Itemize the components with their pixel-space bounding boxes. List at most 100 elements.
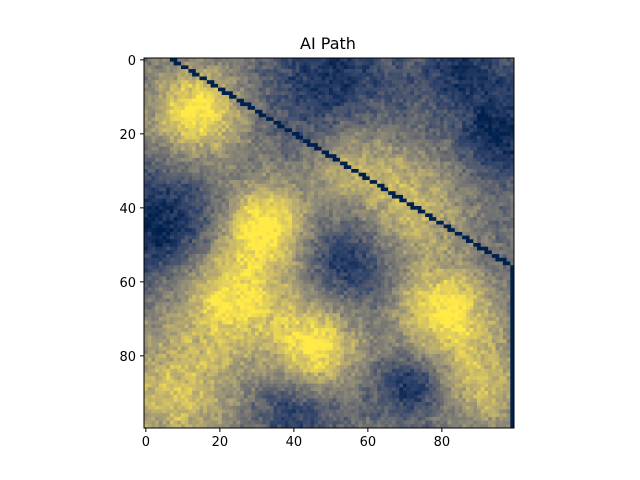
heatmap-cell (362, 58, 367, 62)
heatmap-cell (358, 224, 363, 229)
heatmap-cell (229, 228, 234, 233)
heatmap-cell (480, 128, 485, 133)
heatmap-cell (417, 95, 422, 99)
heatmap-cell (280, 157, 285, 162)
heatmap-cell (266, 102, 271, 107)
heatmap-cell (247, 69, 252, 74)
heatmap-cell (162, 187, 167, 192)
heatmap-cell (321, 139, 326, 144)
heatmap-cell (425, 231, 430, 236)
heatmap-cell (236, 132, 241, 136)
heatmap-cell (410, 95, 415, 99)
heatmap-cell (151, 69, 156, 74)
heatmap-cell (340, 172, 345, 177)
heatmap-cell (502, 109, 507, 114)
heatmap-cell (399, 239, 404, 244)
heatmap-cell (236, 124, 241, 129)
heatmap-cell (362, 206, 367, 210)
heatmap-cell (495, 117, 500, 122)
heatmap-cell (336, 80, 341, 85)
heatmap-cell (277, 106, 282, 111)
heatmap-cell (358, 194, 363, 199)
heatmap-cell (321, 224, 326, 229)
heatmap-cell (428, 65, 433, 70)
heatmap-cell (388, 124, 393, 129)
heatmap-cell (347, 58, 352, 62)
heatmap-cell (347, 83, 352, 88)
heatmap-cell (410, 139, 415, 144)
heatmap-cell (306, 113, 311, 118)
heatmap-cell (506, 161, 511, 166)
heatmap-cell (173, 176, 178, 181)
heatmap-cell (266, 206, 271, 210)
heatmap-cell (277, 102, 282, 107)
heatmap-cell (380, 172, 385, 177)
heatmap-cell (280, 83, 285, 88)
heatmap-cell (288, 95, 293, 99)
heatmap-cell (188, 91, 193, 96)
heatmap-cell (491, 198, 496, 203)
heatmap-cell (218, 98, 222, 103)
heatmap-cell (454, 209, 459, 214)
heatmap-cell (443, 235, 448, 240)
heatmap-cell (166, 72, 171, 77)
heatmap-cell (288, 80, 293, 85)
heatmap-cell (144, 161, 148, 166)
heatmap-cell (295, 76, 300, 81)
heatmap-cell (432, 202, 437, 207)
heatmap-cell (473, 187, 478, 192)
heatmap-cell (299, 228, 304, 233)
heatmap-cell (184, 154, 189, 159)
heatmap-cell (266, 120, 271, 125)
heatmap-cell (465, 143, 470, 148)
heatmap-cell (169, 80, 174, 85)
heatmap-cell (203, 132, 208, 136)
heatmap-cell (332, 102, 337, 107)
heatmap-cell (295, 183, 300, 188)
heatmap-cell (451, 202, 456, 207)
heatmap-cell (443, 206, 448, 210)
heatmap-cell (473, 91, 478, 96)
heatmap-cell (432, 220, 437, 225)
heatmap-cell (258, 209, 263, 214)
heatmap-cell (417, 198, 422, 203)
heatmap-cell (277, 135, 282, 140)
heatmap-cell (491, 146, 496, 151)
heatmap-cell (410, 76, 415, 81)
heatmap-cell (462, 194, 467, 199)
heatmap-cell (428, 113, 433, 118)
heatmap-cell (440, 72, 444, 77)
heatmap-cell (317, 132, 322, 136)
heatmap-cell (151, 102, 156, 107)
heatmap-cell (173, 239, 178, 244)
heatmap-cell (451, 169, 456, 173)
heatmap-cell (310, 220, 315, 225)
heatmap-cell (181, 58, 185, 62)
heatmap-cell (251, 183, 256, 188)
heatmap-cell (169, 106, 174, 111)
heatmap-cell (266, 217, 271, 222)
heatmap-cell (225, 209, 230, 214)
heatmap-cell (177, 198, 182, 203)
heatmap-cell (236, 113, 241, 118)
heatmap-cell (484, 83, 489, 88)
heatmap-cell (469, 209, 474, 214)
heatmap-cell (340, 217, 345, 222)
heatmap-cell (284, 191, 289, 196)
heatmap-cell (236, 69, 241, 74)
heatmap-cell (440, 117, 444, 122)
heatmap-cell (266, 80, 271, 85)
heatmap-cell (443, 198, 448, 203)
heatmap-cell (214, 169, 219, 173)
heatmap-cell (203, 124, 208, 129)
heatmap-cell (428, 91, 433, 96)
heatmap-cell (432, 76, 437, 81)
heatmap-cell (288, 102, 293, 107)
heatmap-cell (329, 150, 333, 155)
heatmap-cell (469, 132, 474, 136)
heatmap-cell (162, 83, 167, 88)
heatmap-cell (203, 58, 208, 62)
heatmap-cell (391, 172, 396, 177)
heatmap-cell (266, 231, 271, 236)
heatmap-cell (273, 235, 278, 240)
